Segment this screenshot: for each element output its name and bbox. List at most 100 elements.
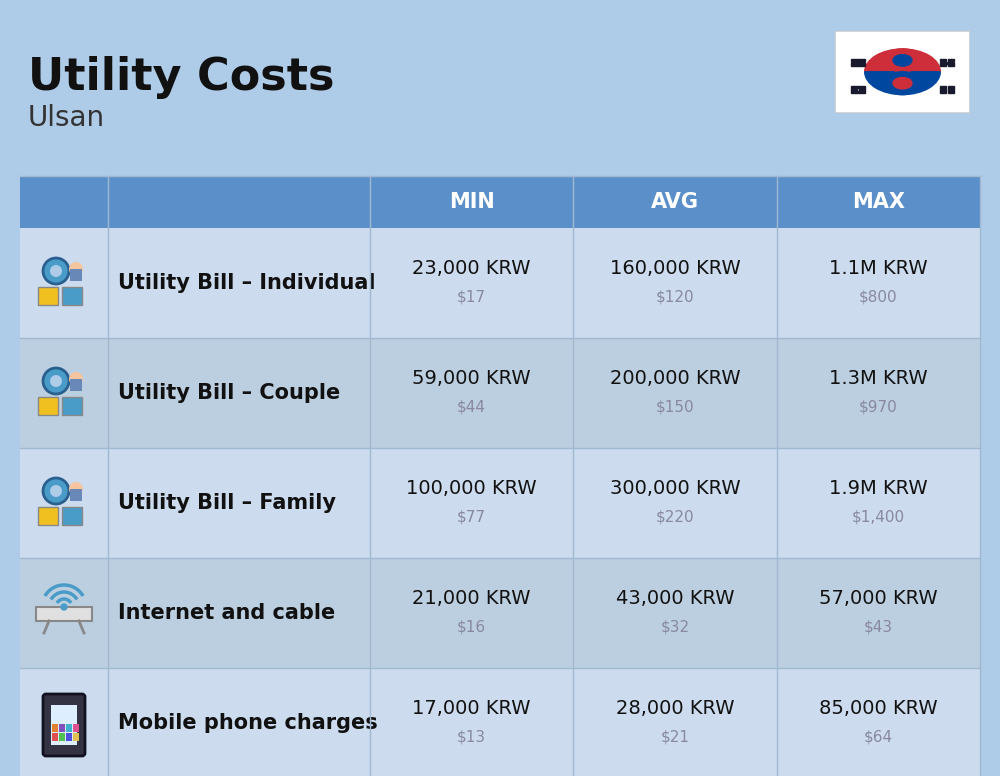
Bar: [73, 724, 79, 732]
Bar: [66, 724, 72, 732]
Bar: [851, 59, 865, 61]
Wedge shape: [865, 72, 940, 95]
Bar: [70, 269, 82, 281]
Text: 23,000 KRW: 23,000 KRW: [412, 259, 531, 279]
Bar: [948, 85, 954, 88]
Circle shape: [69, 482, 83, 496]
Text: 28,000 KRW: 28,000 KRW: [616, 699, 734, 719]
Circle shape: [50, 265, 62, 277]
Bar: [52, 733, 58, 741]
Bar: [51, 705, 77, 745]
Bar: [20, 176, 980, 228]
Bar: [38, 287, 58, 305]
Bar: [73, 733, 79, 741]
Circle shape: [50, 375, 62, 387]
Circle shape: [61, 604, 67, 610]
Bar: [70, 379, 82, 391]
Circle shape: [43, 368, 69, 394]
Bar: [851, 64, 865, 67]
Text: $21: $21: [660, 729, 690, 744]
Text: Internet and cable: Internet and cable: [118, 603, 335, 623]
Bar: [38, 507, 58, 525]
Text: 17,000 KRW: 17,000 KRW: [412, 699, 531, 719]
Bar: [38, 397, 58, 415]
Circle shape: [884, 49, 921, 72]
Bar: [59, 733, 65, 741]
Bar: [62, 397, 82, 415]
Text: 85,000 KRW: 85,000 KRW: [819, 699, 938, 719]
Bar: [948, 64, 954, 67]
Circle shape: [893, 78, 912, 89]
Bar: [40, 699, 88, 747]
Circle shape: [50, 485, 62, 497]
Bar: [62, 507, 82, 525]
Text: Utility Costs: Utility Costs: [28, 56, 334, 99]
Text: 43,000 KRW: 43,000 KRW: [616, 590, 734, 608]
Text: 1.3M KRW: 1.3M KRW: [829, 369, 928, 389]
Text: $800: $800: [859, 289, 898, 304]
Text: $150: $150: [656, 400, 694, 414]
Bar: [40, 479, 88, 527]
Bar: [940, 85, 946, 88]
Bar: [940, 64, 946, 67]
Text: 200,000 KRW: 200,000 KRW: [610, 369, 740, 389]
FancyBboxPatch shape: [43, 694, 85, 756]
Text: $77: $77: [457, 510, 486, 525]
Bar: [940, 59, 946, 61]
Text: 21,000 KRW: 21,000 KRW: [412, 590, 531, 608]
Bar: [851, 92, 865, 93]
Bar: [52, 724, 58, 732]
Circle shape: [43, 258, 69, 284]
Text: $17: $17: [457, 289, 486, 304]
Bar: [948, 92, 954, 93]
Bar: [40, 369, 88, 417]
Bar: [851, 61, 865, 64]
Bar: [940, 88, 946, 91]
Bar: [20, 228, 980, 338]
Text: $64: $64: [864, 729, 893, 744]
Text: Mobile phone charges: Mobile phone charges: [118, 713, 378, 733]
Text: $120: $120: [656, 289, 694, 304]
Text: MIN: MIN: [449, 192, 495, 212]
Text: $220: $220: [656, 510, 694, 525]
Text: $32: $32: [660, 619, 690, 635]
Bar: [70, 489, 82, 501]
Text: $13: $13: [457, 729, 486, 744]
Bar: [66, 733, 72, 741]
Circle shape: [893, 54, 912, 66]
Bar: [40, 259, 88, 307]
Bar: [851, 88, 857, 91]
Text: 160,000 KRW: 160,000 KRW: [610, 259, 740, 279]
Bar: [62, 287, 82, 305]
Text: 1.1M KRW: 1.1M KRW: [829, 259, 928, 279]
Bar: [20, 338, 980, 448]
Circle shape: [69, 372, 83, 386]
Circle shape: [884, 72, 921, 95]
Text: Utility Bill – Individual: Utility Bill – Individual: [118, 273, 376, 293]
Bar: [948, 59, 954, 61]
Text: MAX: MAX: [852, 192, 905, 212]
Bar: [40, 589, 88, 637]
Circle shape: [43, 478, 69, 504]
Bar: [940, 92, 946, 93]
Bar: [851, 85, 865, 88]
Circle shape: [69, 262, 83, 276]
Bar: [36, 607, 92, 621]
Text: Utility Bill – Family: Utility Bill – Family: [118, 493, 336, 513]
Text: 100,000 KRW: 100,000 KRW: [406, 480, 537, 498]
Bar: [948, 88, 954, 91]
Text: 1.9M KRW: 1.9M KRW: [829, 480, 928, 498]
Text: $43: $43: [864, 619, 893, 635]
Bar: [59, 724, 65, 732]
Bar: [20, 668, 980, 776]
Text: $1,400: $1,400: [852, 510, 905, 525]
Bar: [20, 448, 980, 558]
Text: $970: $970: [859, 400, 898, 414]
Text: $44: $44: [457, 400, 486, 414]
Bar: [859, 88, 865, 91]
Text: Ulsan: Ulsan: [28, 104, 105, 132]
Text: 59,000 KRW: 59,000 KRW: [412, 369, 531, 389]
Text: Utility Bill – Couple: Utility Bill – Couple: [118, 383, 340, 403]
Bar: [20, 558, 980, 668]
Text: 57,000 KRW: 57,000 KRW: [819, 590, 938, 608]
